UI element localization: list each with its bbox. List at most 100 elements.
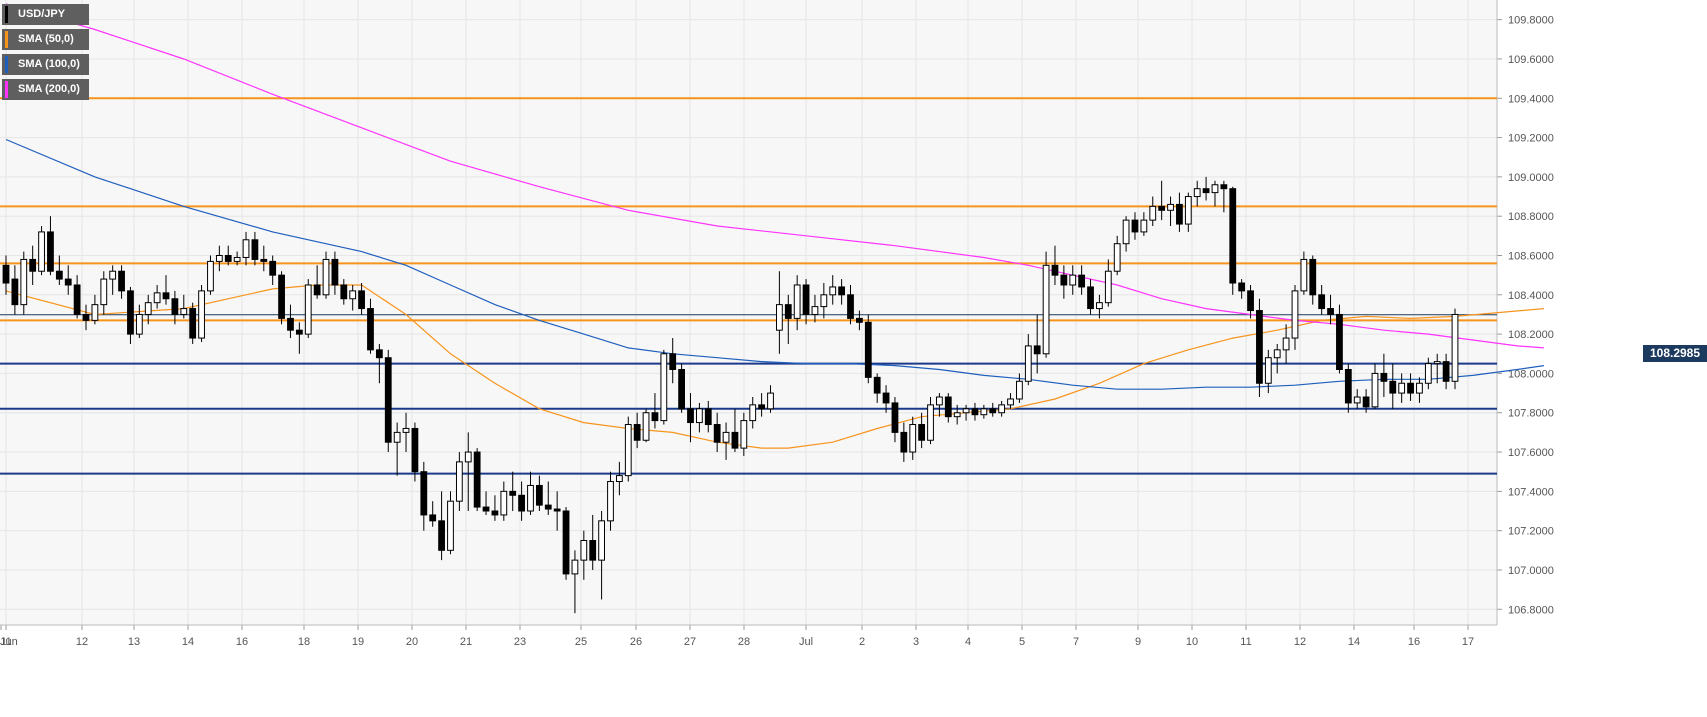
y-tick-label: 108.0000	[1508, 368, 1554, 380]
candle-down	[171, 298, 179, 315]
candle-up	[571, 559, 579, 575]
candle-down	[11, 278, 19, 306]
candle-up	[1264, 357, 1272, 384]
plot-background	[0, 0, 1497, 625]
candle-up	[1042, 264, 1050, 355]
candle-up	[607, 481, 614, 522]
candle-up	[20, 258, 28, 306]
candle-up	[936, 396, 943, 406]
candle-down	[1407, 382, 1414, 394]
candle-up	[1122, 219, 1130, 245]
candle-down	[589, 539, 597, 561]
candle-up	[153, 292, 161, 304]
candle-down	[313, 284, 321, 296]
candle-up	[109, 270, 117, 280]
candle-down	[1033, 345, 1041, 355]
candle-down	[544, 504, 552, 510]
candle-down	[1344, 368, 1352, 404]
legend-item-sma-100[interactable]: SMA (100,0)	[2, 54, 89, 75]
candle-up	[820, 294, 828, 308]
candle-up	[953, 412, 961, 418]
candle-down	[1442, 361, 1450, 382]
y-tick-label: 107.8000	[1508, 408, 1554, 420]
candle-down	[651, 412, 659, 422]
candle-up	[1193, 188, 1201, 198]
candle-up	[527, 484, 534, 512]
candle-down	[429, 514, 437, 522]
candle-down	[669, 353, 677, 370]
candle-down	[29, 258, 37, 272]
candle-down	[482, 506, 490, 512]
candle-down	[1247, 290, 1254, 312]
candle-down	[509, 490, 517, 496]
candle-up	[207, 260, 214, 292]
candle-up	[215, 255, 223, 262]
candle-down	[847, 294, 854, 319]
candle-up	[722, 431, 730, 443]
x-tick-label: 21	[460, 636, 472, 648]
candle-up	[180, 308, 188, 315]
candle-up	[135, 313, 143, 335]
x-tick-label: 12	[76, 636, 88, 648]
legend-label-usdjpy: USD/JPY	[18, 8, 66, 20]
candle-down	[411, 427, 419, 473]
candle-up	[998, 404, 1006, 414]
candle-up	[1104, 270, 1112, 304]
candle-down	[295, 329, 303, 335]
legend-item-sma-200[interactable]: SMA (200,0)	[2, 79, 89, 100]
candle-down	[784, 304, 792, 319]
candle-down	[375, 349, 383, 359]
legend-label-sma-50: SMA (50,0)	[18, 33, 74, 45]
x-tick-label: 27	[684, 636, 696, 648]
x-tick-label: 23	[514, 636, 526, 648]
sma-50-line	[5, 284, 1544, 449]
candle-up	[402, 427, 410, 433]
x-tick-label: 2	[859, 636, 865, 648]
candle-down	[758, 404, 766, 410]
last-price-badge: 108.2985	[1643, 345, 1707, 362]
candle-down	[989, 408, 997, 414]
candle-up	[455, 461, 463, 502]
candle-down	[1238, 282, 1246, 292]
legend-item-sma-50[interactable]: SMA (50,0)	[2, 29, 89, 50]
candle-down	[900, 431, 908, 453]
y-tick-label: 108.8000	[1508, 211, 1554, 223]
candle-up	[1273, 349, 1281, 359]
x-tick-label: 5	[1019, 636, 1025, 648]
y-tick-label: 108.2000	[1508, 329, 1554, 341]
y-tick-label: 109.6000	[1508, 54, 1554, 66]
candle-up	[811, 306, 819, 315]
candle-down	[713, 424, 721, 443]
candle-up	[100, 278, 108, 306]
candle-down	[864, 321, 872, 378]
x-tick-label: 9	[1135, 636, 1141, 648]
candle-down	[1087, 286, 1094, 310]
candle-up	[776, 304, 783, 331]
candle-down	[633, 424, 641, 441]
x-tick-label: 20	[406, 636, 418, 648]
candle-down	[384, 357, 392, 443]
candle-down	[2, 264, 10, 284]
candle-up	[38, 231, 45, 272]
candle-down	[269, 260, 277, 276]
candle-up	[322, 258, 330, 296]
legend-label-sma-100: SMA (100,0)	[18, 58, 80, 70]
candle-up	[349, 290, 357, 300]
candle-up	[1024, 345, 1032, 382]
candle-up	[962, 408, 970, 414]
candle-down	[82, 313, 90, 321]
x-tick-label: 14	[182, 636, 194, 648]
legend-item-usdjpy[interactable]: USD/JPY	[2, 4, 89, 25]
candle-down	[1060, 274, 1068, 286]
candle-down	[704, 408, 712, 426]
candle-up	[500, 490, 508, 516]
candle-down	[882, 392, 890, 404]
y-tick-label: 109.0000	[1508, 172, 1554, 184]
y-tick-label: 109.2000	[1508, 133, 1554, 145]
candle-up	[1416, 382, 1423, 394]
candle-down	[553, 508, 561, 512]
candle-up	[144, 302, 152, 315]
candle-down	[1336, 313, 1343, 370]
candle-down	[687, 408, 694, 424]
